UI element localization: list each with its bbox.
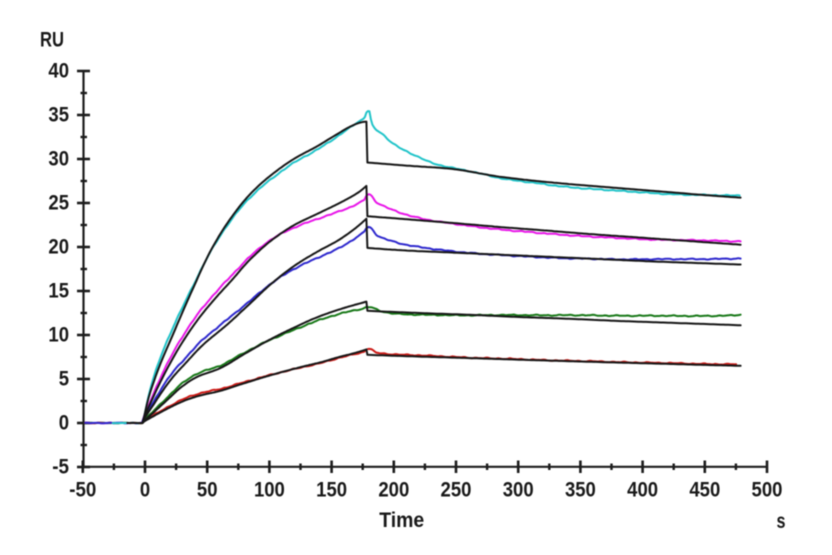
svg-text:350: 350 [565,479,596,502]
svg-text:300: 300 [503,479,534,502]
svg-text:250: 250 [441,479,472,502]
svg-text:150: 150 [316,479,347,502]
svg-text:35: 35 [48,103,69,126]
svg-text:s: s [777,510,786,533]
svg-text:0: 0 [59,411,69,434]
svg-text:15: 15 [48,279,69,302]
svg-text:50: 50 [197,479,218,502]
svg-text:0: 0 [140,479,150,502]
svg-text:450: 450 [689,479,720,502]
svg-text:-5: -5 [52,455,69,478]
svg-text:25: 25 [48,191,69,214]
svg-text:500: 500 [752,479,783,502]
svg-text:Time: Time [379,509,424,532]
svg-text:10: 10 [48,323,69,346]
svg-text:100: 100 [254,479,285,502]
svg-text:40: 40 [48,59,69,82]
svg-text:RU: RU [40,29,64,52]
svg-text:200: 200 [378,479,409,502]
svg-text:20: 20 [48,235,69,258]
svg-text:5: 5 [59,367,70,390]
svg-text:30: 30 [48,147,69,170]
svg-text:-50: -50 [69,479,96,502]
svg-text:400: 400 [627,479,658,502]
